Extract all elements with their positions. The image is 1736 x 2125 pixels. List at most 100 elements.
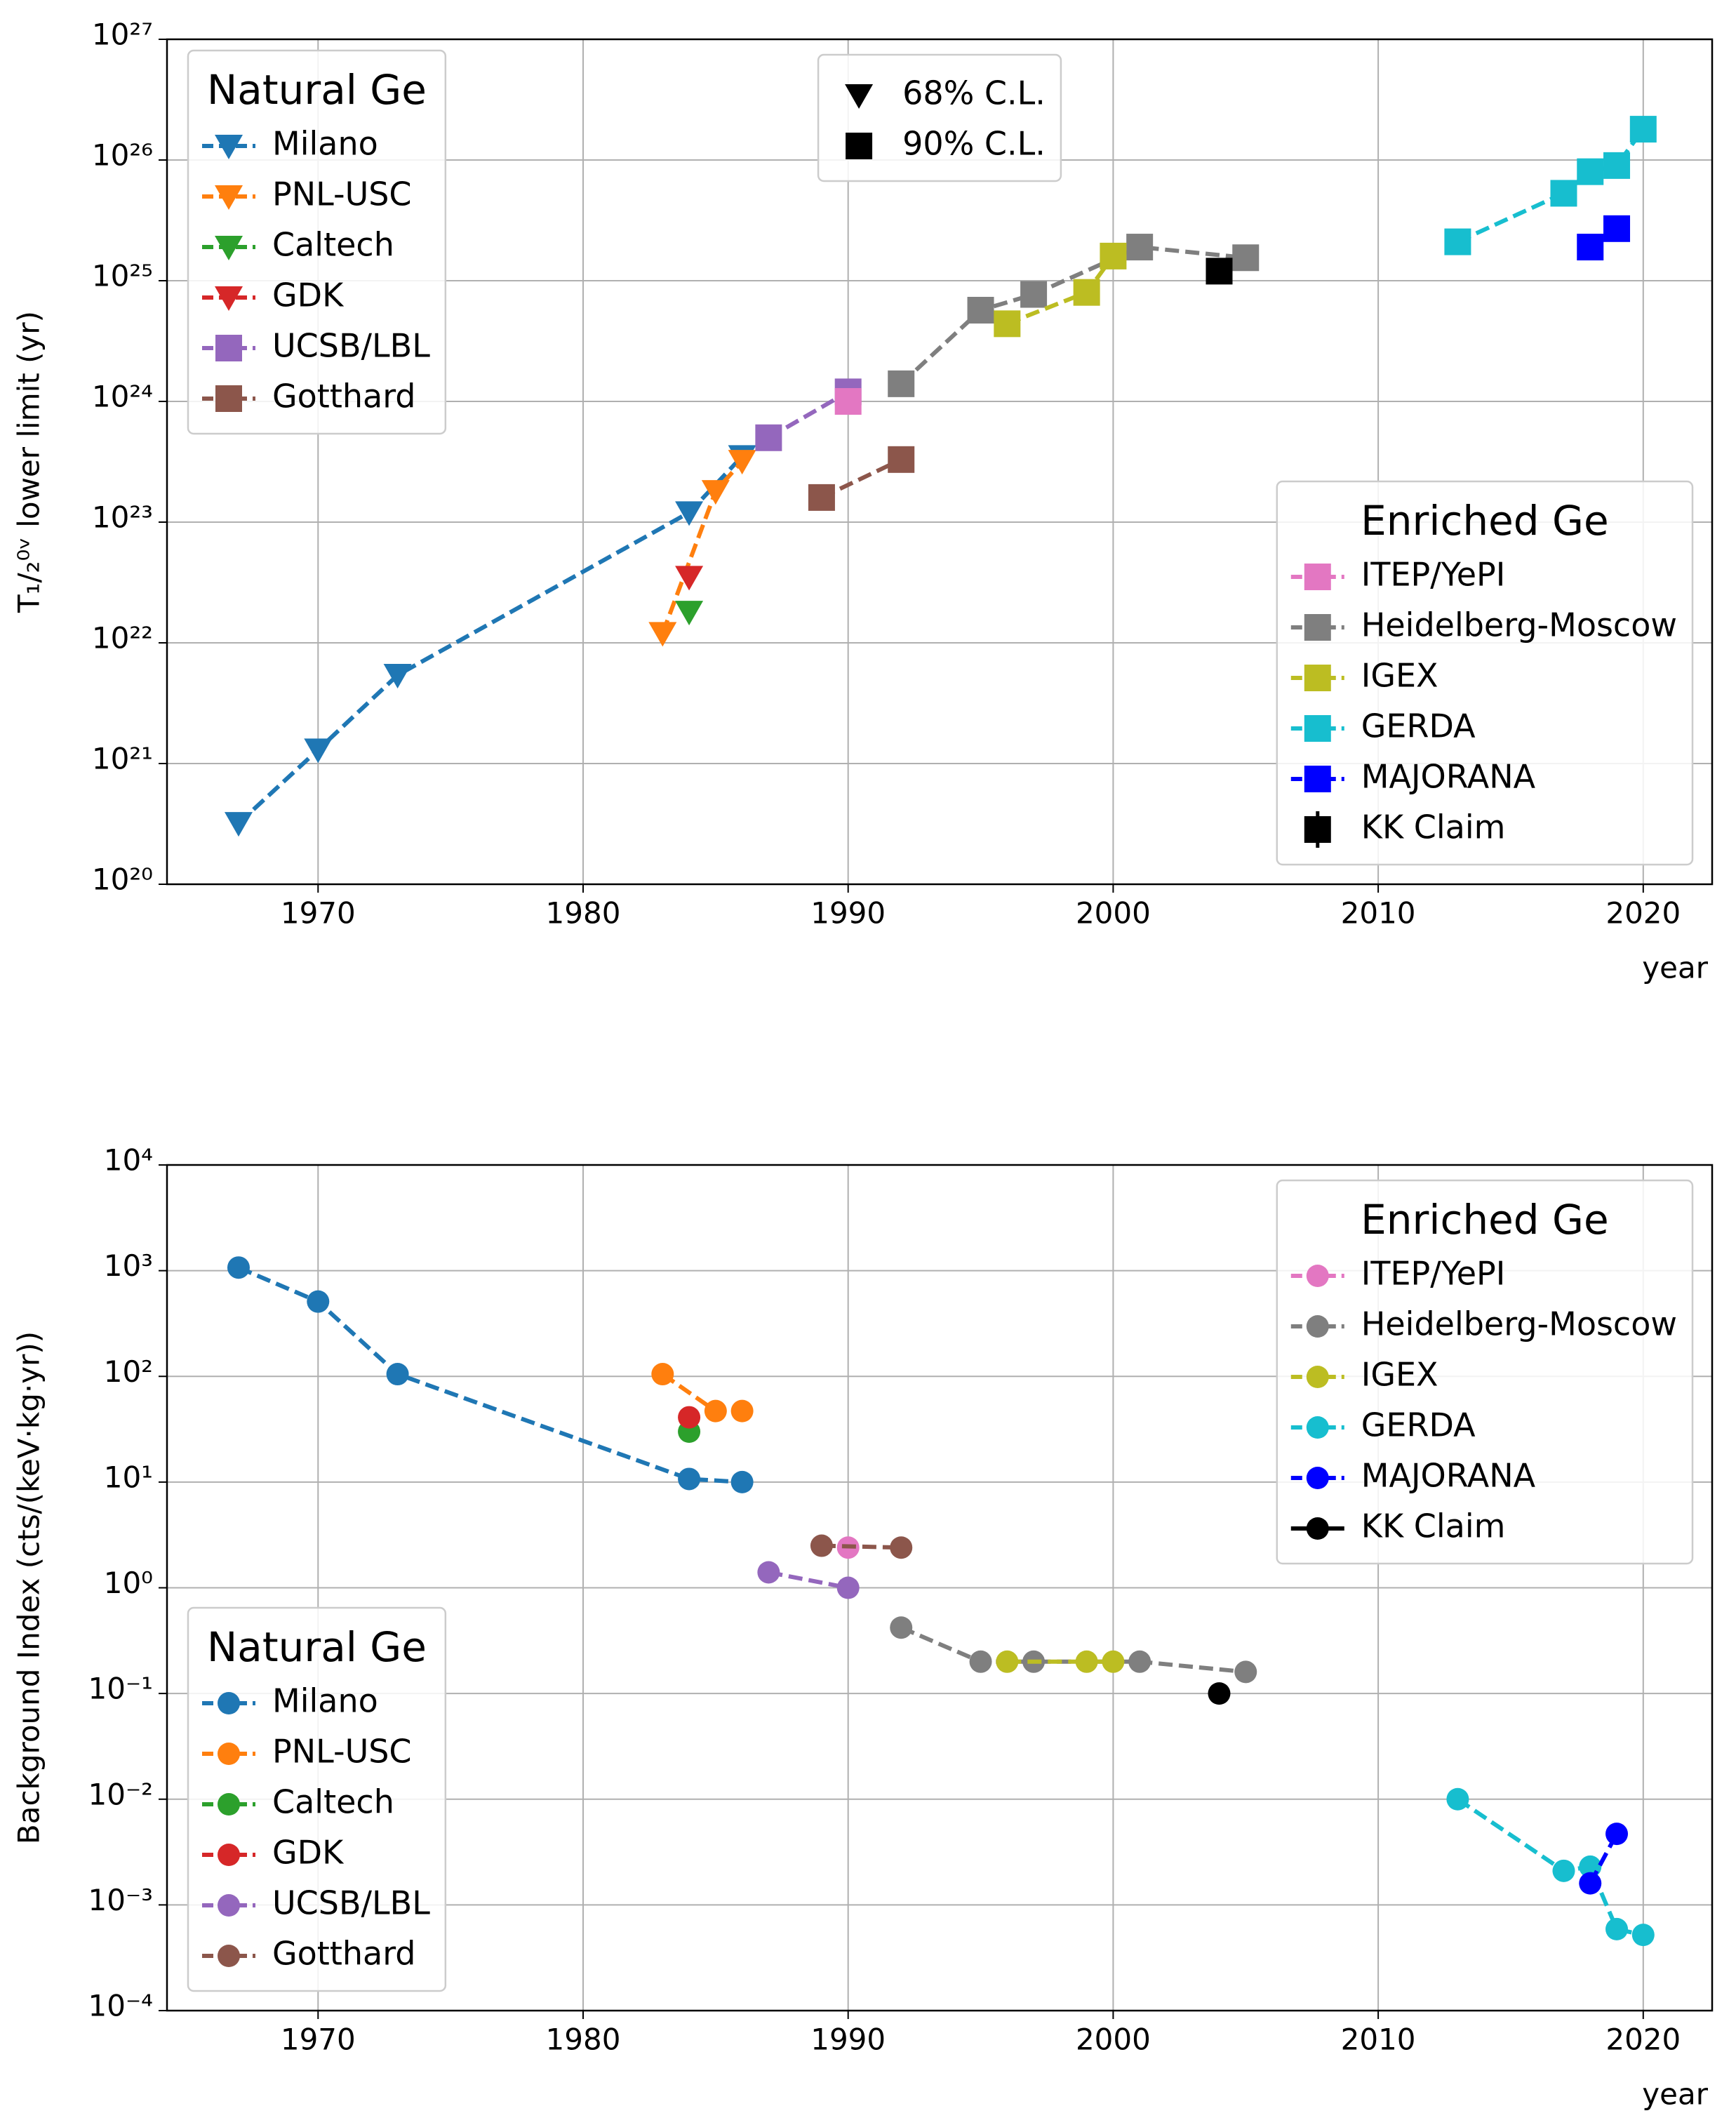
marker [1577, 234, 1604, 261]
legend-label: Milano [272, 1682, 378, 1720]
x-tick-label: 1970 [281, 2023, 356, 2057]
marker [845, 84, 874, 109]
legend-label: PNL-USC [272, 1733, 412, 1771]
legend-title: Natural Ge [207, 1623, 427, 1671]
x-axis-label: year [1642, 951, 1708, 985]
legend-label: MAJORANA [1361, 1457, 1536, 1495]
y-tick-label: 10² [104, 1354, 153, 1389]
marker [846, 133, 873, 159]
marker [996, 1650, 1019, 1673]
marker [1446, 1787, 1469, 1811]
marker [1304, 614, 1331, 641]
legend-label: UCSB/LBL [272, 1884, 430, 1922]
marker [675, 501, 704, 526]
y-tick-label: 10²² [92, 621, 153, 655]
marker [810, 1534, 833, 1557]
marker [808, 484, 835, 511]
marker [218, 1692, 240, 1714]
legend-label: ITEP/YePI [1361, 556, 1506, 594]
marker [1306, 1265, 1329, 1287]
marker [1306, 1315, 1329, 1338]
marker [1444, 228, 1471, 255]
legend-label: Gotthard [272, 1935, 416, 1973]
y-tick-label: 10⁴ [104, 1143, 153, 1178]
x-tick-label: 1980 [546, 2023, 621, 2057]
legend-label: Caltech [272, 1783, 394, 1821]
y-tick-label: 10⁻¹ [88, 1672, 153, 1706]
legend-label: IGEX [1361, 1356, 1438, 1394]
legend-box [1276, 480, 1694, 866]
legend: 68% C.L. 90% C.L. [817, 53, 1062, 182]
marker [218, 1844, 240, 1866]
legend-title: Enriched Ge [1361, 1196, 1609, 1244]
y-axis-label: T₁/₂⁰ᵛ lower limit (yr) [12, 311, 46, 613]
marker [307, 1290, 330, 1313]
marker [218, 1945, 240, 1967]
y-tick-label: 10²⁴ [92, 380, 153, 414]
y-tick-label: 10²⁰ [92, 862, 153, 897]
legend-box [1276, 1179, 1694, 1565]
y-tick-label: 10²³ [92, 500, 153, 535]
marker [675, 601, 704, 626]
marker [1304, 766, 1331, 792]
marker [648, 622, 677, 647]
marker [304, 738, 333, 764]
marker [1306, 1467, 1329, 1489]
legend-label: Caltech [272, 226, 394, 264]
marker [1128, 1650, 1151, 1673]
marker [757, 1561, 780, 1584]
legend-label: UCSB/LBL [272, 327, 430, 365]
marker [1603, 215, 1631, 242]
marker [1550, 180, 1577, 207]
marker [386, 1363, 409, 1386]
marker [678, 1406, 701, 1429]
marker [836, 1576, 860, 1599]
x-tick-label: 2010 [1341, 896, 1416, 931]
legend-title: Natural Ge [207, 66, 427, 114]
marker [1631, 1924, 1655, 1947]
legend-label: Milano [272, 125, 378, 163]
y-tick-label: 10²⁷ [92, 18, 153, 52]
marker [383, 664, 412, 689]
marker [218, 1894, 240, 1917]
legend-box [187, 1606, 447, 1992]
x-tick-label: 1990 [810, 2023, 886, 2057]
marker [651, 1363, 674, 1386]
legend-label: KK Claim [1361, 1507, 1506, 1545]
legend-label: 68% C.L. [902, 74, 1046, 112]
marker [967, 296, 994, 324]
legend-label: Gotthard [272, 378, 416, 415]
marker [227, 1256, 250, 1279]
marker [834, 388, 862, 415]
marker [755, 424, 782, 451]
marker [730, 1470, 754, 1493]
legend-box [817, 53, 1062, 182]
x-tick-label: 2020 [1605, 896, 1681, 931]
legend: Enriched Ge ITEP/YePI Heidelberg-Moscow IGE… [1276, 480, 1694, 866]
marker [704, 1399, 727, 1423]
marker [888, 446, 915, 473]
marker [215, 185, 243, 210]
y-tick-label: 10⁻² [88, 1777, 153, 1811]
y-tick-label: 10¹ [104, 1460, 153, 1494]
marker [890, 1616, 913, 1639]
marker [215, 286, 243, 311]
marker [1304, 816, 1331, 843]
marker [1208, 1682, 1231, 1705]
series-line [768, 1570, 849, 1590]
marker [215, 385, 242, 412]
y-tick-label: 10²¹ [92, 742, 153, 776]
marker [1206, 258, 1233, 285]
marker [730, 1399, 754, 1423]
marker [1304, 715, 1331, 742]
legend-label: Heidelberg-Moscow [1361, 1305, 1677, 1343]
marker [678, 1467, 701, 1491]
x-tick-label: 2010 [1341, 2023, 1416, 2057]
legend: Natural Ge Milano PNL-USC Caltech GDK UCSB/LB… [187, 1606, 447, 1992]
legend-title: Enriched Ge [1361, 497, 1609, 545]
legend: Enriched Ge ITEP/YePI Heidelberg-Moscow IGE… [1276, 1179, 1694, 1565]
marker [1605, 1917, 1629, 1940]
plot-frame [166, 1164, 1714, 2012]
marker [224, 812, 253, 837]
